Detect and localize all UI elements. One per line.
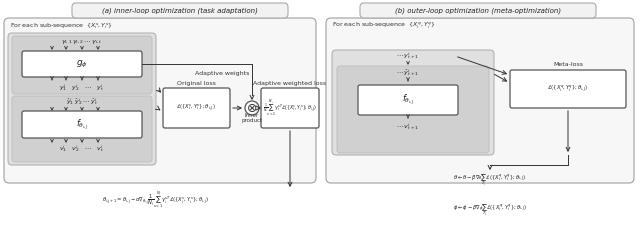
Text: Adaptive weighted loss: Adaptive weighted loss [253,80,326,85]
FancyBboxPatch shape [22,111,142,138]
Text: For each sub-sequence  $\{X_i^s, Y_i^s\}$: For each sub-sequence $\{X_i^s, Y_i^s\}$ [10,21,113,31]
Text: $\cdots\;y_{t+1}^i$: $\cdots\;y_{t+1}^i$ [396,51,420,61]
Text: $\cdots\;v_{t+1}^i$: $\cdots\;v_{t+1}^i$ [396,122,420,132]
FancyBboxPatch shape [72,3,288,18]
FancyBboxPatch shape [360,3,596,18]
Text: $\theta \leftarrow \theta - \beta\nabla_\theta\sum_{\mathcal{T}_i}\mathcal{L}(\{: $\theta \leftarrow \theta - \beta\nabla_… [453,172,527,188]
Text: $\gamma_{i,1}\,\gamma_{i,2}\;\cdots\;\gamma_{i,t}$: $\gamma_{i,1}\,\gamma_{i,2}\;\cdots\;\ga… [61,38,103,46]
Text: Adaptive weights: Adaptive weights [195,70,249,76]
FancyBboxPatch shape [12,96,152,162]
FancyBboxPatch shape [8,33,156,165]
Text: $f_{\theta_{i,J}}$: $f_{\theta_{i,J}}$ [76,117,88,132]
Text: (b) outer-loop optimization (meta-optimization): (b) outer-loop optimization (meta-optimi… [395,7,561,14]
FancyBboxPatch shape [337,66,489,153]
FancyBboxPatch shape [4,18,316,183]
FancyBboxPatch shape [358,85,458,115]
FancyBboxPatch shape [510,70,626,108]
FancyBboxPatch shape [163,88,230,128]
Text: $g_\phi$: $g_\phi$ [76,58,88,70]
FancyBboxPatch shape [326,18,634,183]
Text: (a) inner-loop optimization (task adaptation): (a) inner-loop optimization (task adapta… [102,7,258,14]
Text: $y_1^i\quad y_2^i\quad\cdots\quad y_t^i$: $y_1^i\quad y_2^i\quad\cdots\quad y_t^i$ [60,83,105,93]
Text: $\mathcal{L}(\{X_i^q, Y_i^q\};\theta_{i,J})$: $\mathcal{L}(\{X_i^q, Y_i^q\};\theta_{i,… [547,84,589,94]
FancyBboxPatch shape [332,50,494,155]
Text: $\phi \leftarrow \phi - \beta\nabla_\phi\sum_{\mathcal{T}_i}\mathcal{L}(\{X_i^q,: $\phi \leftarrow \phi - \beta\nabla_\phi… [453,202,527,218]
Text: $\frac{1}{N_i}\sum_{s=1}^{N_i}\gamma_i^{sT}\mathcal{L}(\{X_i^s, Y_i^s\};\theta_{: $\frac{1}{N_i}\sum_{s=1}^{N_i}\gamma_i^{… [263,98,317,118]
Text: $\cdots\;\hat{y}_{t+1}^i$: $\cdots\;\hat{y}_{t+1}^i$ [396,68,420,78]
Circle shape [245,101,259,115]
Text: $\theta_{i,j+1} = \theta_{i,j} - \alpha\nabla_{\theta_{i,j}}\dfrac{1}{N_i}\sum_{: $\theta_{i,j+1} = \theta_{i,j} - \alpha\… [102,190,209,210]
Text: Original loss: Original loss [177,80,216,85]
Text: $\mathcal{L}(\{X_i^s, Y_i^s\};\theta_{i,J})$: $\mathcal{L}(\{X_i^s, Y_i^s\};\theta_{i,… [176,103,216,113]
FancyBboxPatch shape [261,88,319,128]
FancyBboxPatch shape [22,51,142,77]
Text: $\otimes$: $\otimes$ [246,102,258,115]
FancyBboxPatch shape [12,36,152,94]
Text: $\hat{y}_1^i\;\hat{y}_2^i\;\cdots\;\hat{y}_t^i$: $\hat{y}_1^i\;\hat{y}_2^i\;\cdots\;\hat{… [66,97,98,107]
Text: $v_1^i\quad v_2^i\quad\cdots\quad v_t^i$: $v_1^i\quad v_2^i\quad\cdots\quad v_t^i$ [60,144,105,154]
Text: Inner
product: Inner product [241,112,262,123]
Text: Meta-loss: Meta-loss [553,63,583,67]
Text: For each sub-sequence  $\{X_i^q, Y_i^q\}$: For each sub-sequence $\{X_i^q, Y_i^q\}$ [332,21,436,31]
Text: $f_{\theta_{i,J}}$: $f_{\theta_{i,J}}$ [401,93,415,107]
